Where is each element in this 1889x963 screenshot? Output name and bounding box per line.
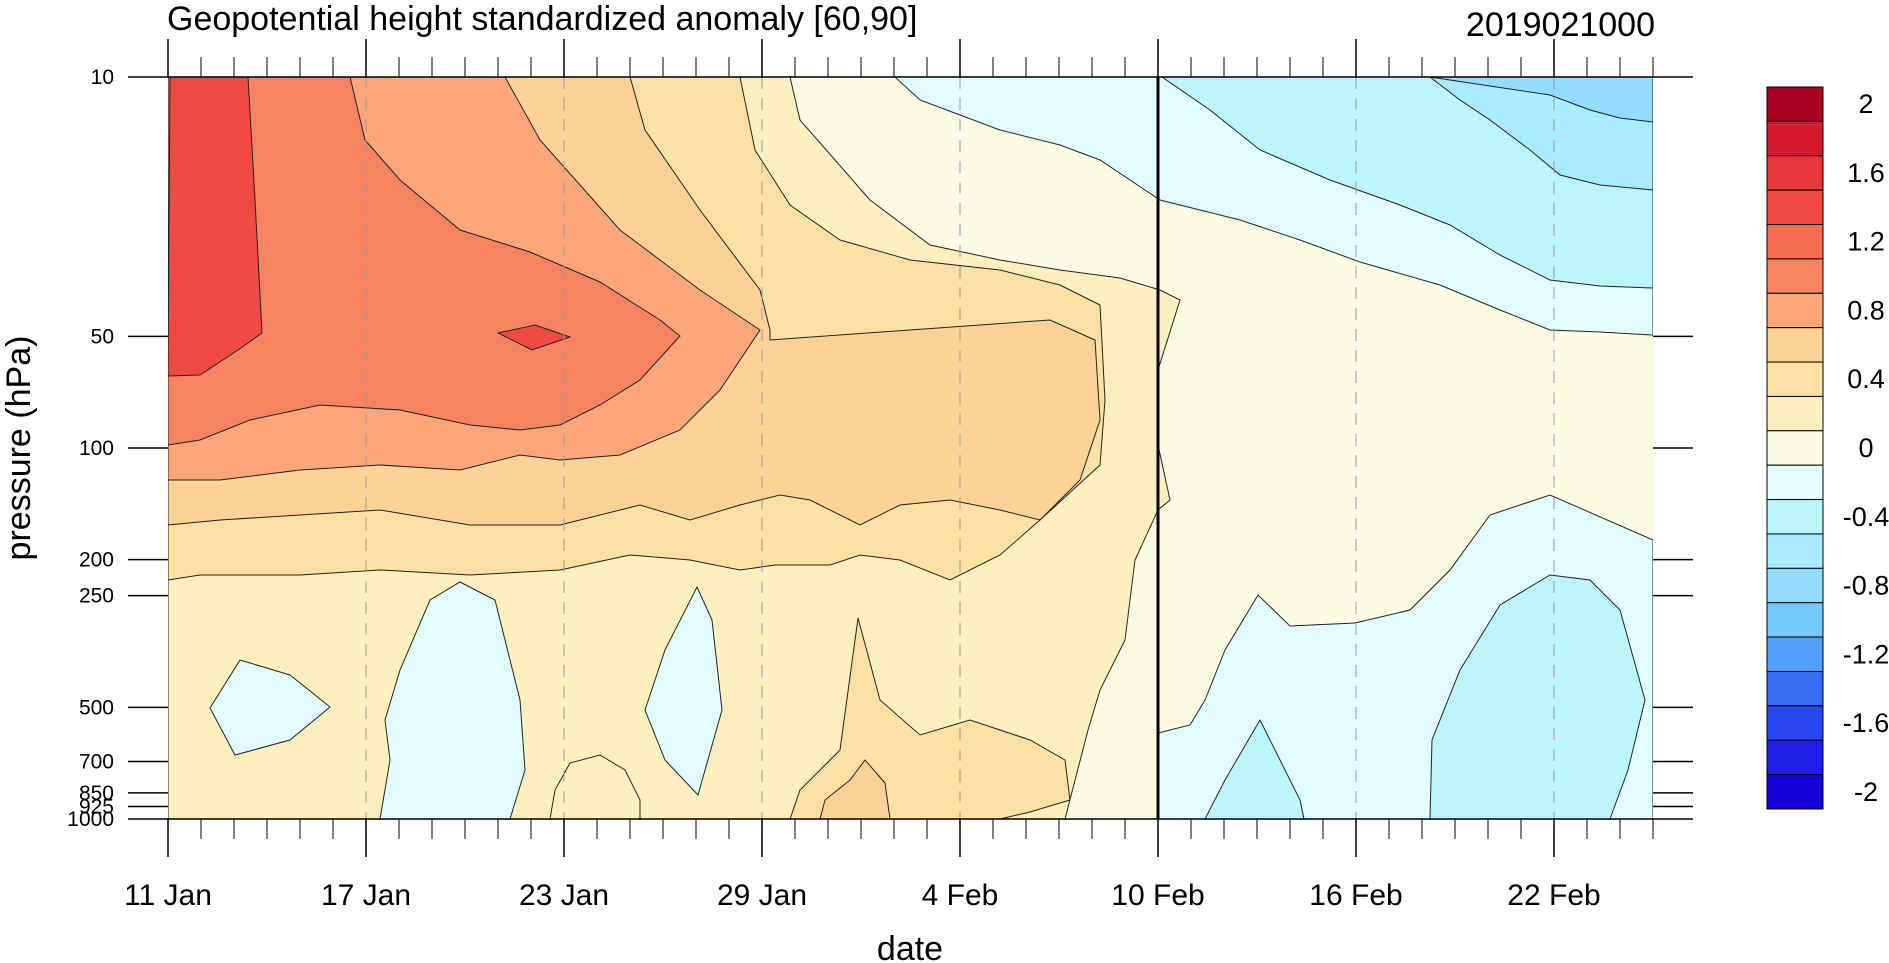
contour-fill-neg-lower2 — [1429, 574, 1646, 819]
colorbar-swatch — [1766, 292, 1824, 329]
colorbar-swatch — [1766, 533, 1824, 569]
y-tick-label: 1000 — [67, 808, 114, 831]
colorbar-tick-label: 0.8 — [1847, 295, 1885, 325]
colorbar-tick-label: 0.4 — [1847, 364, 1885, 394]
plot-area — [168, 77, 1653, 819]
colorbar-tick-label: -2 — [1854, 777, 1878, 807]
colorbar-swatch — [1766, 224, 1824, 260]
colorbar-tick-label: 1.2 — [1847, 227, 1885, 257]
x-tick-label: 17 Jan — [321, 879, 411, 912]
x-tick-label: 10 Feb — [1111, 879, 1204, 912]
x-tick-label: 4 Feb — [922, 879, 999, 912]
colorbar-swatch — [1766, 86, 1824, 122]
colorbar-swatch — [1766, 361, 1824, 397]
colorbar-swatch — [1766, 499, 1824, 535]
colorbar-tick-label: -1.6 — [1843, 708, 1889, 738]
colorbar-swatch — [1766, 430, 1824, 466]
contour-fill-neg-lower3 — [1204, 718, 1305, 819]
x-tick-label: 22 Feb — [1507, 879, 1600, 912]
y-tick-label: 850 — [79, 782, 114, 805]
x-tick-label: 23 Jan — [519, 879, 609, 912]
x-axis: 11 Jan 17 Jan 23 Jan 29 Jan 4 Feb 10 Feb 16 Fe… — [124, 39, 1654, 912]
date-stamp: 2019021000 — [1466, 6, 1655, 44]
contour-fill-1p4-spot — [496, 324, 572, 351]
y-tick-label: 500 — [79, 696, 114, 719]
colorbar-swatch — [1766, 395, 1824, 432]
y-tick-label: 10 — [91, 66, 114, 89]
y-axis-label: pressure (hPa) — [0, 336, 38, 561]
y-tick-label: 250 — [79, 585, 114, 608]
contour-fill-blob2 — [379, 581, 526, 819]
colorbar-swatch — [1766, 670, 1824, 707]
contour-fill-blob6 — [819, 759, 891, 819]
colorbar-swatch — [1766, 636, 1824, 672]
y-tick-label: 200 — [79, 549, 114, 572]
colorbar-swatch — [1766, 602, 1824, 638]
chart-title: Geopotential height standardized anomaly… — [167, 0, 917, 38]
colorbar-swatch — [1766, 705, 1824, 741]
y-tick-label: 100 — [79, 437, 114, 460]
colorbar-swatch — [1766, 120, 1824, 157]
colorbar-tick-label: -0.8 — [1843, 571, 1889, 601]
y-tick-label: 925 — [79, 795, 114, 818]
x-tick-label: 29 Jan — [717, 879, 807, 912]
colorbar-swatch — [1766, 567, 1824, 604]
colorbar-tick-label: 0 — [1858, 433, 1873, 463]
y-tick-label: 50 — [91, 325, 114, 348]
contour-fill-neg0p7 — [1429, 77, 1653, 123]
colorbar-swatch — [1766, 327, 1824, 363]
colorbar: -2 -1.6 -1.2 -0.8 -0.4 0 0.4 0.8 1.2 1.6 2 — [1766, 86, 1889, 810]
colorbar-tick-label: 1.6 — [1847, 158, 1885, 188]
colorbar-tick-label: -0.4 — [1843, 502, 1889, 532]
colorbar-tick-label: -1.2 — [1843, 639, 1889, 669]
colorbar-swatch — [1766, 739, 1824, 776]
colorbar-swatch — [1766, 774, 1824, 810]
y-tick-label: 700 — [79, 751, 114, 774]
colorbar-swatch — [1766, 189, 1824, 226]
contour-fill-1p4 — [168, 77, 263, 377]
x-tick-label: 16 Feb — [1309, 879, 1402, 912]
colorbar-swatch — [1766, 155, 1824, 191]
x-tick-label: 11 Jan — [124, 879, 212, 912]
contour-fill-1p0 — [168, 77, 681, 446]
contour-fill-blob4 — [549, 754, 641, 819]
contour-fill-blob3 — [644, 585, 723, 796]
contour-fill-blob1 — [209, 659, 331, 756]
colorbar-swatch — [1766, 464, 1824, 501]
x-axis-label: date — [877, 930, 943, 963]
colorbar-tick-label: 2 — [1858, 89, 1873, 119]
colorbar-swatch — [1766, 258, 1824, 294]
